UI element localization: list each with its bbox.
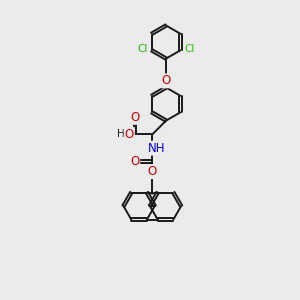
Text: O: O bbox=[125, 128, 134, 141]
Text: H: H bbox=[117, 129, 125, 140]
Text: O: O bbox=[130, 155, 139, 168]
Text: O: O bbox=[130, 111, 140, 124]
Text: Cl: Cl bbox=[184, 44, 194, 54]
Text: NH: NH bbox=[148, 142, 165, 155]
Text: O: O bbox=[161, 74, 171, 87]
Text: O: O bbox=[148, 165, 157, 178]
Text: Cl: Cl bbox=[138, 44, 148, 54]
